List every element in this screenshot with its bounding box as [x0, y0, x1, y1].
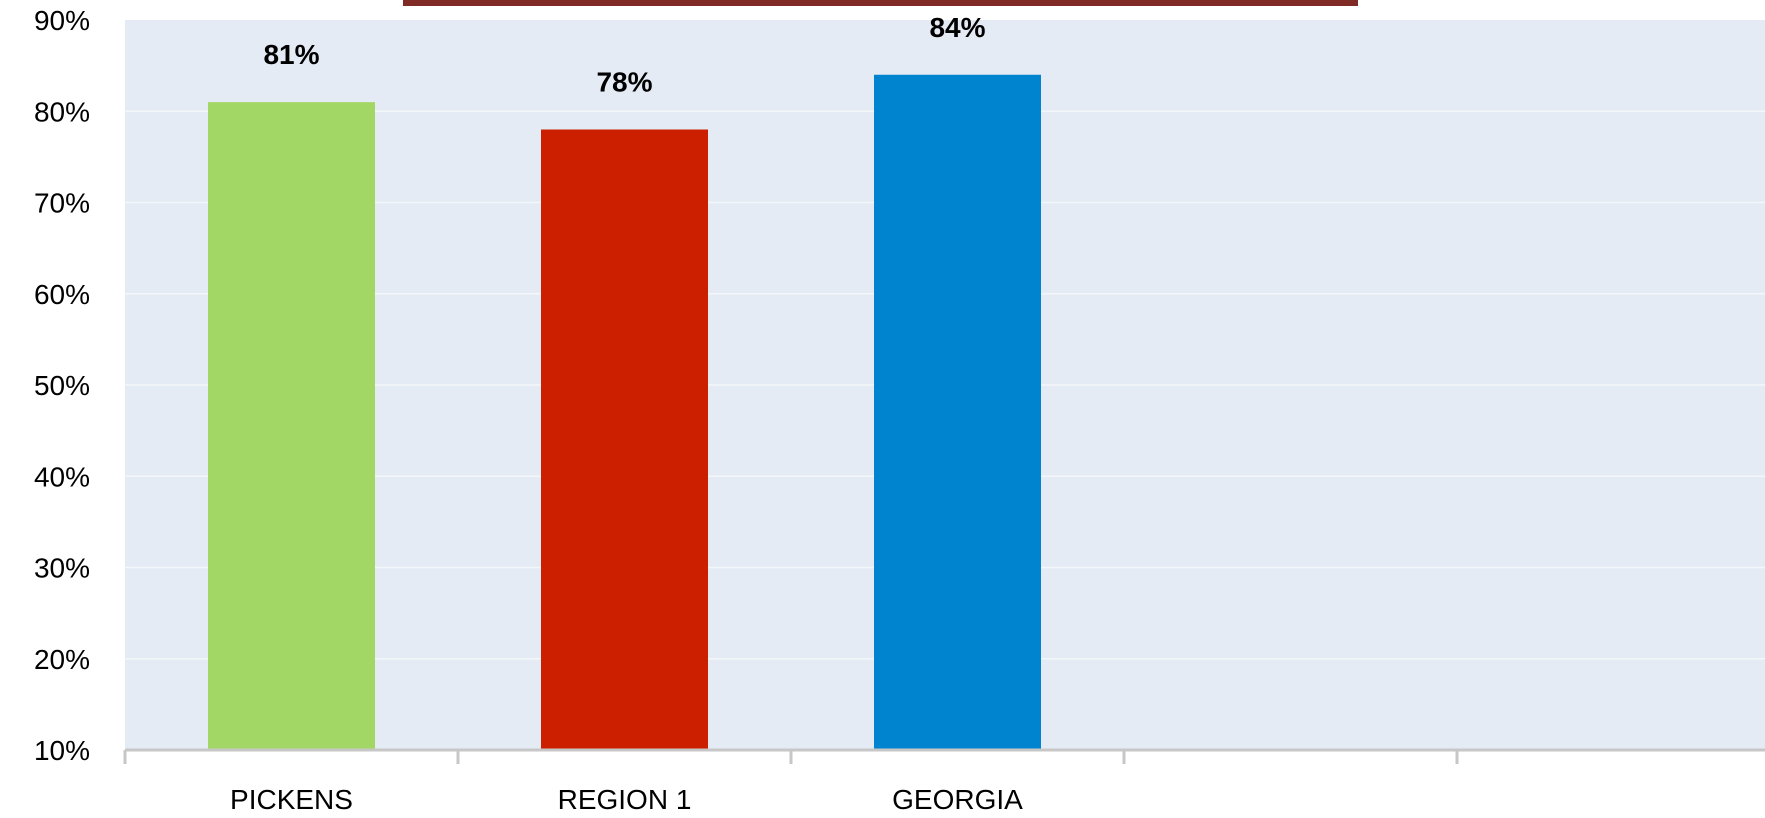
x-tick-label: REGION 1	[558, 784, 692, 815]
data-label: 84%	[929, 12, 985, 43]
bars	[208, 74, 1041, 750]
data-labels: 81% 78% 84%	[263, 12, 985, 98]
y-tick-label: 80%	[34, 96, 90, 127]
y-tick-label: 70%	[34, 188, 90, 219]
x-axis-tick-labels: PICKENS REGION 1 GEORGIA	[230, 784, 1023, 815]
x-tick-label: PICKENS	[230, 784, 353, 815]
bar-pickens	[208, 102, 375, 750]
y-axis-tick-labels: 90% 80% 70% 60% 50% 40% 30% 20% 10%	[34, 5, 90, 766]
title-underline	[403, 0, 1358, 6]
bar-region-1	[541, 129, 708, 750]
y-tick-label: 30%	[34, 553, 90, 584]
y-tick-label: 50%	[34, 370, 90, 401]
data-label: 81%	[263, 39, 319, 70]
y-tick-label: 20%	[34, 644, 90, 675]
y-tick-label: 10%	[34, 735, 90, 766]
bar-georgia	[874, 74, 1041, 750]
x-tick-label: GEORGIA	[892, 784, 1023, 815]
y-tick-label: 60%	[34, 279, 90, 310]
data-label: 78%	[596, 67, 652, 98]
y-tick-label: 90%	[34, 5, 90, 36]
y-tick-label: 40%	[34, 461, 90, 492]
x-axis	[123, 748, 1765, 764]
